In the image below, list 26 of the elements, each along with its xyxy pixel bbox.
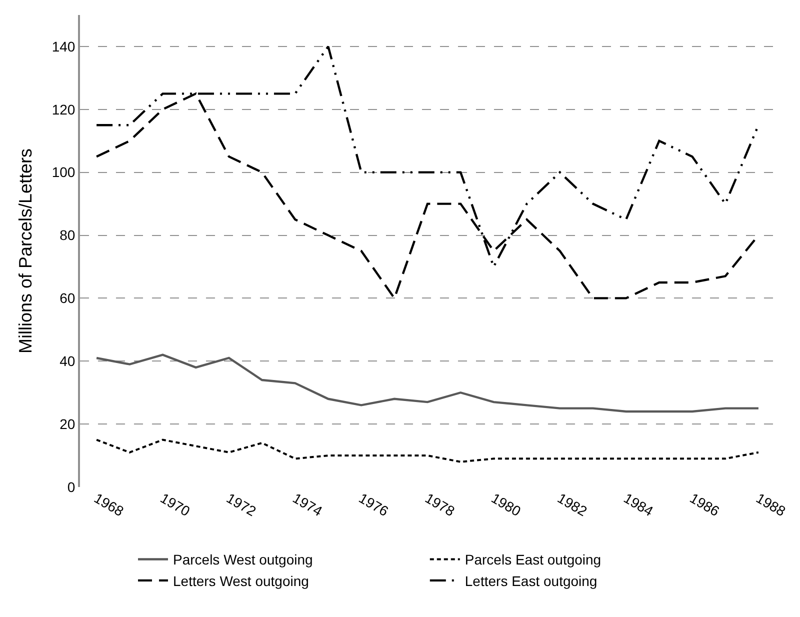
x-tick-label: 1968	[92, 490, 127, 520]
legend-label: Letters West outgoing	[173, 572, 309, 589]
y-tick-label: 100	[52, 164, 76, 180]
y-tick-label: 0	[67, 478, 76, 495]
legend-label: Letters East outgoing	[464, 572, 598, 589]
x-tick-label: 1976	[356, 490, 392, 520]
x-tick-label: 1988	[753, 490, 789, 520]
x-tick-label: 1982	[554, 490, 590, 520]
y-tick-label: 60	[60, 290, 76, 306]
y-tick-label: 140	[52, 38, 76, 54]
line-series	[95, 354, 760, 413]
x-tick-label: 1980	[488, 490, 524, 520]
x-tick-label: 1984	[621, 490, 656, 520]
y-tick-label: 40	[60, 353, 76, 370]
line-series	[96, 438, 760, 463]
x-tick-label: 1978	[422, 490, 458, 520]
x-tick-label: 1970	[158, 490, 193, 520]
y-tick-label: 120	[52, 101, 76, 118]
x-tick-label: 1972	[224, 490, 260, 520]
legend-label: Parcels West outgoing	[173, 552, 313, 568]
x-tick-label: 1974	[290, 490, 326, 520]
y-axis-title: Millions of Parcels/Letters	[16, 148, 36, 354]
x-tick-label: 1986	[687, 490, 722, 520]
y-tick-label: 80	[60, 227, 76, 244]
y-tick-label: 20	[60, 416, 76, 432]
legend-label: Parcels East outgoing	[464, 552, 602, 568]
